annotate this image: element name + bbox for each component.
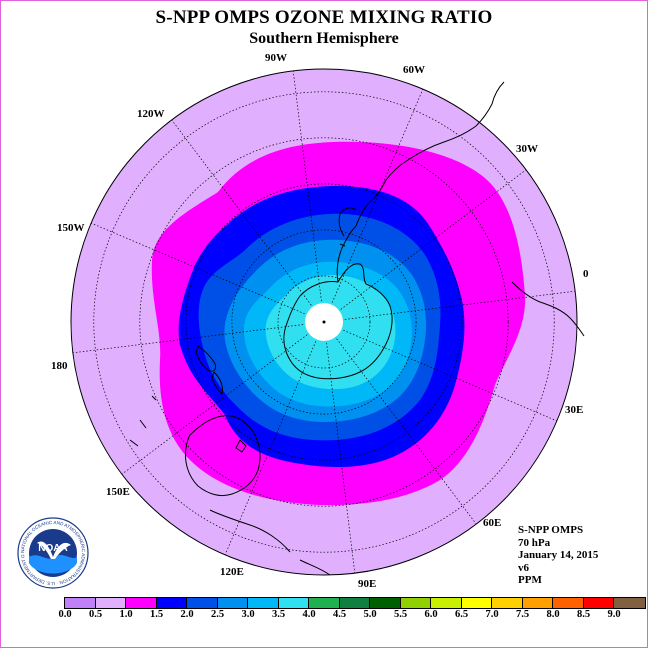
lon-label-150w: 150W — [57, 222, 85, 234]
colorbar-segment — [614, 598, 645, 608]
colorbar-tick-label: 5.0 — [363, 609, 377, 620]
lon-label-30w: 30W — [516, 143, 538, 155]
colorbar-tick-label: 1.5 — [149, 609, 164, 620]
info-instrument: S-NPP OMPS — [518, 524, 584, 536]
colorbar-segment — [65, 598, 96, 608]
coastlines — [129, 81, 585, 576]
colorbar-segment — [492, 598, 523, 608]
map-subtitle: Southern Hemisphere — [249, 30, 399, 47]
colorbar-tick-label: 2.5 — [210, 609, 225, 620]
lon-label-60w: 60W — [403, 64, 425, 76]
colorbar-segment — [95, 598, 126, 608]
colorbar-segment — [370, 598, 401, 608]
colorbar-segment — [156, 598, 187, 608]
colorbar-segment — [278, 598, 309, 608]
lon-label-90w: 90W — [265, 52, 287, 64]
colorbar-tick-label: 9.0 — [607, 609, 621, 620]
colorbar — [64, 597, 646, 609]
lon-label-90e: 90E — [358, 578, 377, 590]
south-pole-marker — [322, 320, 326, 324]
colorbar-segment — [583, 598, 614, 608]
colorbar-tick-label: 4.5 — [332, 609, 347, 620]
map-title: S-NPP OMPS OZONE MIXING RATIO — [155, 7, 493, 28]
colorbar-tick-label: 3.0 — [241, 609, 255, 620]
colorbar-tick-label: 0.0 — [58, 609, 72, 620]
info-level: 70 hPa — [518, 536, 551, 549]
colorbar-segment — [431, 598, 462, 608]
colorbar-tick-label: 0.5 — [88, 609, 103, 620]
colorbar-tick-label: 6.5 — [454, 609, 469, 620]
colorbar-segment — [248, 598, 279, 608]
lon-label-30e: 30E — [565, 404, 584, 416]
lon-label-0: 0 — [583, 268, 589, 280]
colorbar-tick-label: 7.5 — [515, 609, 530, 620]
colorbar-tick-label: 3.5 — [271, 609, 286, 620]
colorbar-segment — [126, 598, 157, 608]
colorbar-segment — [553, 598, 584, 608]
colorbar-tick-label: 7.0 — [485, 609, 499, 620]
lon-label-120w: 120W — [137, 108, 165, 120]
colorbar-tick-label: 8.5 — [576, 609, 591, 620]
info-block: S-NPP OMPS 70 hPa January 14, 2015 v6 PP… — [518, 524, 598, 587]
lon-label-150e: 150E — [106, 486, 130, 498]
colorbar-tick-label: 5.5 — [393, 609, 408, 620]
colorbar-tick-label: 6.0 — [424, 609, 438, 620]
graticule — [72, 70, 576, 574]
colorbar-segment — [217, 598, 248, 608]
lon-label-60e: 60E — [483, 517, 502, 529]
info-date: January 14, 2015 — [518, 549, 599, 561]
noaa-logo-text: NOAA — [38, 543, 67, 554]
colorbar-segment — [309, 598, 340, 608]
noaa-logo: NOAA NATIONAL OCEANIC AND ATMOSPHERIC AD… — [17, 517, 89, 589]
colorbar-segment — [400, 598, 431, 608]
colorbar-tick-label: 4.0 — [302, 609, 316, 620]
colorbar-segment — [339, 598, 370, 608]
info-units: PPM — [518, 574, 542, 586]
colorbar-tick-label: 1.0 — [119, 609, 133, 620]
colorbar-tick-label: 2.0 — [180, 609, 194, 620]
colorbar-segment — [187, 598, 218, 608]
colorbar-segment — [461, 598, 492, 608]
colorbar-tick-label: 8.0 — [546, 609, 560, 620]
lon-label-120e: 120E — [220, 566, 244, 578]
info-version: v6 — [518, 561, 529, 574]
colorbar-segment — [522, 598, 553, 608]
lon-label-180: 180 — [51, 360, 68, 372]
